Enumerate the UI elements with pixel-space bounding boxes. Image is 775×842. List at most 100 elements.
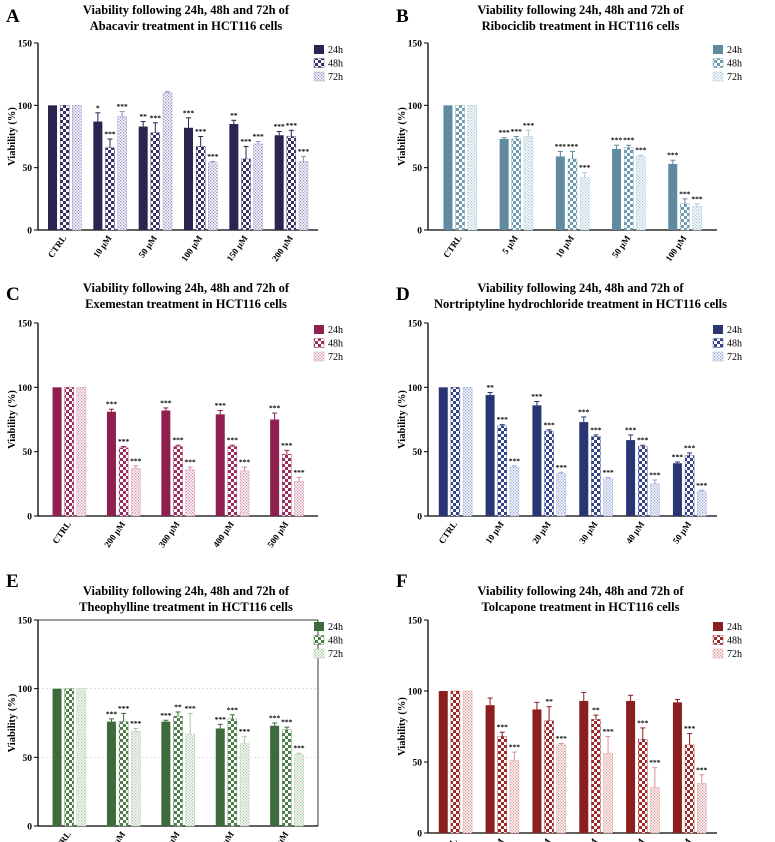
- bar-72h-2: [579, 177, 590, 231]
- significance-label: ***: [215, 715, 227, 724]
- significance-label: ***: [497, 723, 509, 732]
- chart-panel-d: D Viability following 24h, 48h and 72h of…: [396, 281, 742, 546]
- legend-label: 24h: [727, 325, 742, 336]
- bar-72h-3: [239, 743, 250, 827]
- bar-24h-4: [668, 163, 678, 230]
- bar-24h-3: [612, 148, 622, 230]
- significance-label: ***: [215, 401, 227, 410]
- bar-48h-2: [150, 132, 161, 231]
- bar-24h-2: [555, 156, 565, 230]
- chart-title-line: Viability following 24h, 48h and 72h of: [477, 3, 684, 17]
- bar-48h-0: [450, 387, 461, 517]
- significance-label: ***: [696, 481, 708, 490]
- significance-label: ***: [274, 122, 286, 131]
- y-tick-label: 0: [27, 513, 32, 523]
- bar-72h-3: [603, 478, 613, 517]
- significance-label: ***: [239, 458, 251, 467]
- y-tick-label: 100: [18, 102, 33, 112]
- chart-title-line: Viability following 24h, 48h and 72h of: [83, 584, 290, 598]
- category-label: CTRL: [437, 836, 460, 842]
- bar-72h-0: [462, 690, 473, 834]
- legend-swatch-48h: [712, 635, 724, 645]
- y-tick-label: 150: [18, 40, 33, 50]
- category-label: CTRL: [46, 233, 69, 259]
- category-label: 200 µM: [270, 233, 295, 263]
- bar-48h-1: [511, 138, 522, 231]
- chart-panel-b: B Viability following 24h, 48h and 72h of…: [396, 3, 742, 263]
- category-label: 300 µM: [157, 519, 182, 549]
- y-axis-label: Viability (%): [7, 107, 18, 166]
- bar-24h-1: [499, 138, 509, 230]
- legend-label: 72h: [328, 649, 343, 660]
- significance-label: ***: [511, 127, 523, 136]
- category-label: CTRL: [437, 519, 460, 545]
- bar-24h-1: [485, 705, 495, 833]
- panel-letter: E: [6, 571, 19, 592]
- bar-48h-1: [497, 736, 507, 834]
- legend-swatch-24h: [713, 45, 723, 54]
- legend-swatch-48h: [313, 58, 325, 68]
- bar-48h-5: [684, 455, 695, 517]
- significance-label: **: [486, 383, 494, 392]
- significance-label: ***: [227, 436, 239, 445]
- legend-swatch-24h: [713, 622, 723, 631]
- significance-label: ***: [172, 436, 184, 445]
- bar-48h-4: [680, 203, 690, 231]
- legend-label: 24h: [328, 45, 343, 56]
- bar-72h-2: [185, 469, 195, 517]
- significance-label: ***: [602, 468, 614, 477]
- y-tick-label: 150: [18, 320, 33, 330]
- bar-24h-1: [106, 721, 116, 826]
- bar-48h-2: [544, 430, 554, 517]
- bar-24h-5: [672, 702, 682, 833]
- bar-24h-3: [215, 414, 225, 516]
- category-label: 40 µM: [624, 519, 647, 546]
- legend-swatch-72h: [712, 351, 724, 362]
- significance-label: ***: [635, 146, 647, 155]
- chart-panel-e: E Viability following 24h, 48h and 72h of…: [6, 571, 343, 842]
- category-label: 30 µM: [577, 519, 600, 546]
- chart-title-line: Exemestan treatment in HCT116 cells: [85, 297, 287, 311]
- bar-48h-3: [591, 719, 601, 834]
- legend-swatch-72h: [313, 351, 325, 362]
- bar-24h-0: [438, 691, 448, 833]
- legend-swatch-48h: [313, 338, 325, 348]
- bar-48h-4: [282, 729, 292, 827]
- y-tick-label: 0: [417, 830, 422, 840]
- bar-72h-0: [462, 387, 473, 517]
- bar-72h-0: [76, 688, 87, 827]
- significance-label: ***: [269, 714, 281, 723]
- legend-label: 24h: [727, 45, 742, 56]
- bar-72h-2: [185, 733, 195, 827]
- bar-72h-1: [117, 116, 127, 231]
- bar-48h-2: [544, 720, 554, 834]
- significance-label: ***: [207, 152, 219, 161]
- significance-label: ***: [150, 113, 162, 122]
- bar-48h-3: [227, 718, 238, 827]
- category-label: 150 µM: [225, 233, 250, 263]
- significance-label: ***: [649, 758, 661, 767]
- category-label: 300 µM: [157, 829, 182, 842]
- legend-label: 48h: [727, 636, 742, 647]
- significance-label: **: [230, 111, 238, 120]
- significance-label: ***: [183, 108, 195, 117]
- significance-label: ***: [509, 456, 521, 465]
- chart-title-line: Ribociclib treatment in HCT116 cells: [482, 19, 680, 33]
- significance-label: ***: [227, 705, 239, 714]
- category-label: 5 µM: [500, 233, 520, 256]
- y-tick-label: 50: [413, 448, 423, 458]
- significance-label: ***: [649, 470, 661, 479]
- y-tick-label: 0: [417, 227, 422, 237]
- y-tick-label: 100: [408, 102, 423, 112]
- bar-24h-5: [274, 135, 284, 230]
- significance-label: **: [592, 706, 600, 715]
- legend-label: 48h: [727, 339, 742, 350]
- significance-label: ***: [298, 147, 310, 156]
- y-tick-label: 100: [408, 384, 423, 394]
- significance-label: ***: [269, 404, 281, 413]
- category-label: 10 µM: [91, 233, 114, 260]
- bar-72h-5: [697, 783, 707, 834]
- y-tick-label: 50: [23, 448, 33, 458]
- bar-72h-1: [131, 468, 141, 517]
- chart-title-line: Theophylline treatment in HCT116 cells: [79, 600, 293, 614]
